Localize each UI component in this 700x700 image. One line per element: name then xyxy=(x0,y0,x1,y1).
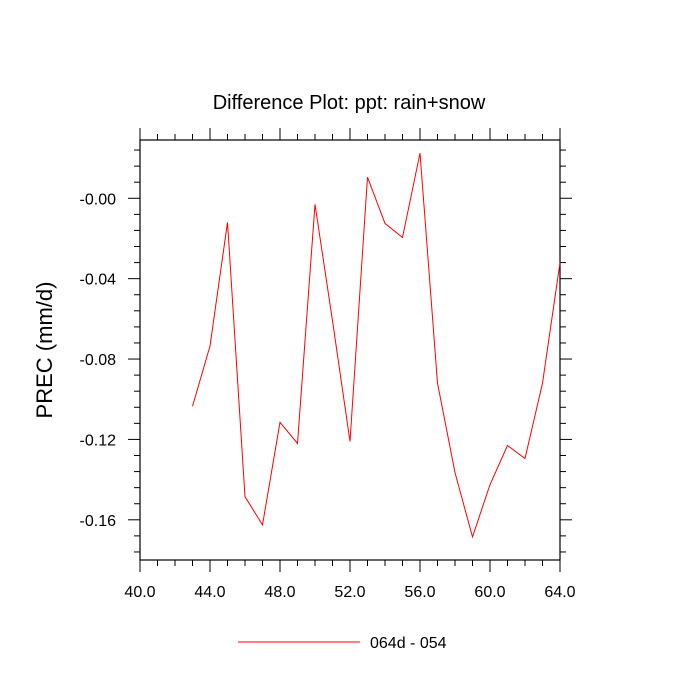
y-tick-label: -0.16 xyxy=(80,513,117,530)
x-tick-label: 40.0 xyxy=(124,584,155,601)
y-tick-label: -0.00 xyxy=(80,191,117,208)
x-axis: 40.0 44.0 48.0 52.0 56.0 60.0 64.0 xyxy=(124,128,576,601)
x-tick-label: 60.0 xyxy=(474,584,505,601)
y-tick-label: -0.12 xyxy=(80,432,117,449)
x-tick-label: 48.0 xyxy=(264,584,295,601)
series-line xyxy=(192,152,561,539)
series-layer xyxy=(192,152,561,539)
y-tick-label: -0.08 xyxy=(80,352,117,369)
x-tick-label: 44.0 xyxy=(194,584,225,601)
x-tick-label: 64.0 xyxy=(544,584,575,601)
plot-frame xyxy=(139,139,561,561)
legend-label: 064d - 054 xyxy=(370,635,447,652)
y-tick-label: -0.04 xyxy=(80,272,117,289)
chart-title: Difference Plot: ppt: rain+snow xyxy=(213,92,486,114)
legend: 064d - 054 xyxy=(238,635,447,652)
x-tick-label: 52.0 xyxy=(334,584,365,601)
x-tick-label: 56.0 xyxy=(404,584,435,601)
y-axis: -0.00 -0.04 -0.08 -0.12 -0.16 xyxy=(80,149,572,553)
y-axis-title: PREC (mm/d) xyxy=(32,282,57,419)
